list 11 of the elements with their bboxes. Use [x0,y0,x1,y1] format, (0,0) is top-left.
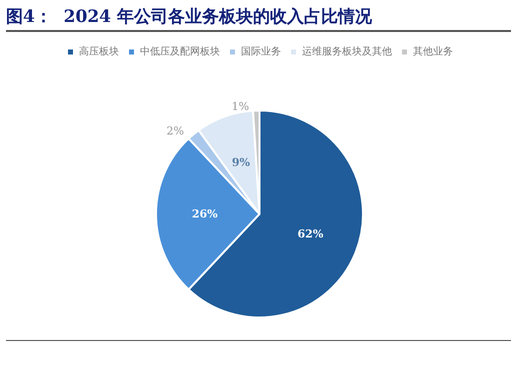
legend-label: 国际业务 [241,46,281,58]
data-label: 62% [298,228,324,241]
data-label: 9% [232,156,251,169]
legend-label: 运维服务板块及其他 [302,46,392,58]
data-label: 2% [166,124,184,138]
chart-title: 图4： 2024 年公司各业务板块的收入占比情况 [6,4,511,32]
legend-label: 其他业务 [413,46,453,58]
data-label: 26% [192,208,218,220]
legend-label: 高压板块 [79,46,119,58]
legend-label: 中低压及配网板块 [140,46,220,58]
data-label: 1% [232,100,250,114]
